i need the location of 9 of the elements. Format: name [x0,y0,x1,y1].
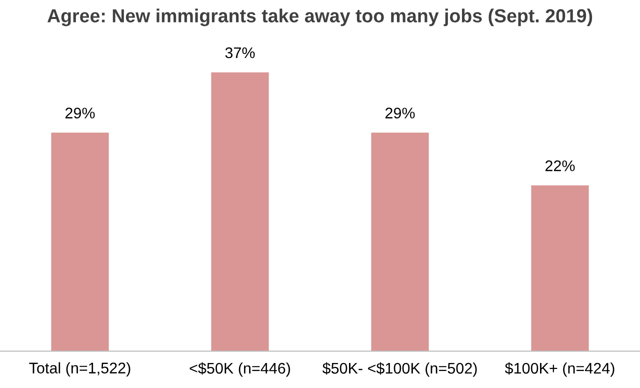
data-label: 29% [65,108,95,118]
data-label: 37% [225,47,255,58]
chart-title: Agree: New immigrants take away too many jobs (Sept. 2019) [47,8,592,26]
data-label: 22% [545,160,575,172]
x-tick-label: $50K- <$100K (n=502) [322,362,477,377]
x-tick-label: $100K+ (n=424) [504,362,614,377]
x-tick-label: Total (n=1,522) [29,362,130,376]
x-tick-label: <$50K (n=446) [190,362,290,377]
data-label: 29% [385,108,415,118]
